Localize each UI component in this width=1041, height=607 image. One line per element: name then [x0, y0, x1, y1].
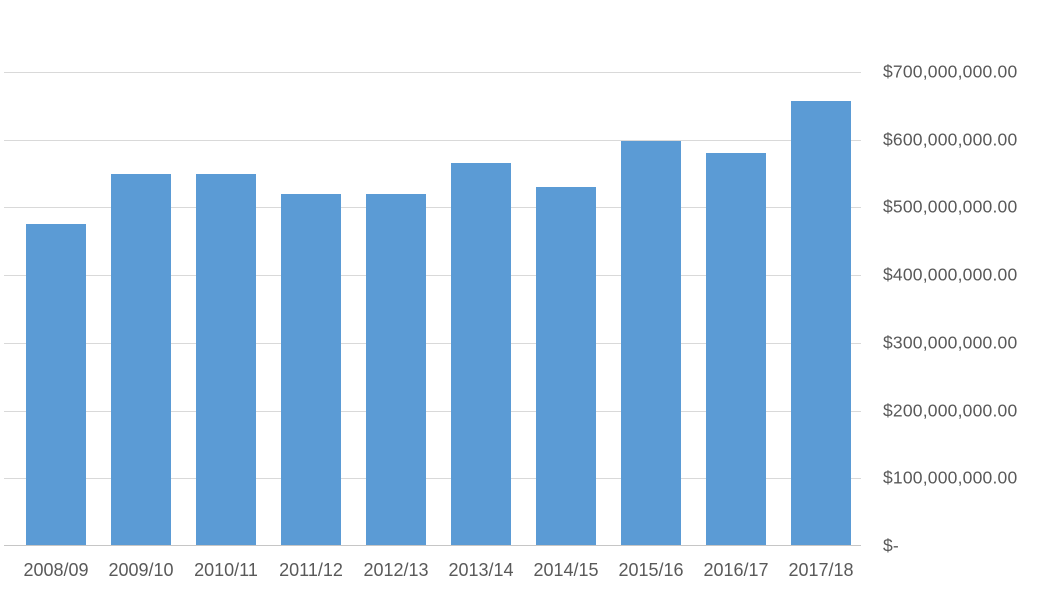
bar-2014-15 — [536, 187, 596, 546]
x-tick-label: 2013/14 — [448, 560, 514, 580]
gridline — [4, 275, 861, 277]
x-tick-label: 2012/13 — [363, 560, 429, 580]
x-tick-label: 2011/12 — [279, 560, 343, 580]
y-tick-label: $- — [883, 535, 899, 556]
x-tick-label: 2014/15 — [533, 560, 599, 580]
y-tick-label: $500,000,000.00 — [883, 196, 1018, 217]
bar-2011-12 — [281, 193, 341, 546]
y-tick-label: $700,000,000.00 — [883, 61, 1018, 82]
x-tick-label: 2015/16 — [618, 560, 684, 580]
bar-2010-11 — [196, 173, 256, 546]
gridline — [4, 207, 861, 209]
x-axis-labels: 2008/09 2009/10 2010/11 2011/12 2012/13 2013/… — [4, 560, 861, 590]
bar-2017-18 — [791, 101, 851, 546]
y-tick-label: $200,000,000.00 — [883, 400, 1018, 421]
bar-2013-14 — [451, 163, 511, 546]
x-tick-label: 2017/18 — [788, 560, 854, 580]
y-tick-label: $600,000,000.00 — [883, 129, 1018, 150]
gridline — [4, 342, 861, 344]
bar-2008-09 — [26, 224, 86, 546]
plot-area — [4, 72, 861, 546]
bar-2012-13 — [366, 193, 426, 546]
x-tick-label: 2008/09 — [23, 560, 89, 580]
y-tick-label: $400,000,000.00 — [883, 264, 1018, 285]
x-tick-label: 2010/11 — [194, 560, 258, 580]
bar-2015-16 — [621, 141, 681, 546]
x-tick-label: 2016/17 — [703, 560, 769, 580]
y-tick-label: $300,000,000.00 — [883, 332, 1018, 353]
gridline — [4, 72, 861, 73]
y-tick-label: $100,000,000.00 — [883, 467, 1018, 488]
bar-2009-10 — [111, 173, 171, 546]
gridline — [4, 139, 861, 141]
y-axis-labels: $- $100,000,000.00 $200,000,000.00 $300,000… — [883, 62, 1041, 556]
x-tick-label: 2009/10 — [108, 560, 174, 580]
bar-2016-17 — [706, 153, 766, 546]
x-axis-line — [4, 545, 861, 546]
gridline — [4, 478, 861, 480]
gridline — [4, 410, 861, 412]
